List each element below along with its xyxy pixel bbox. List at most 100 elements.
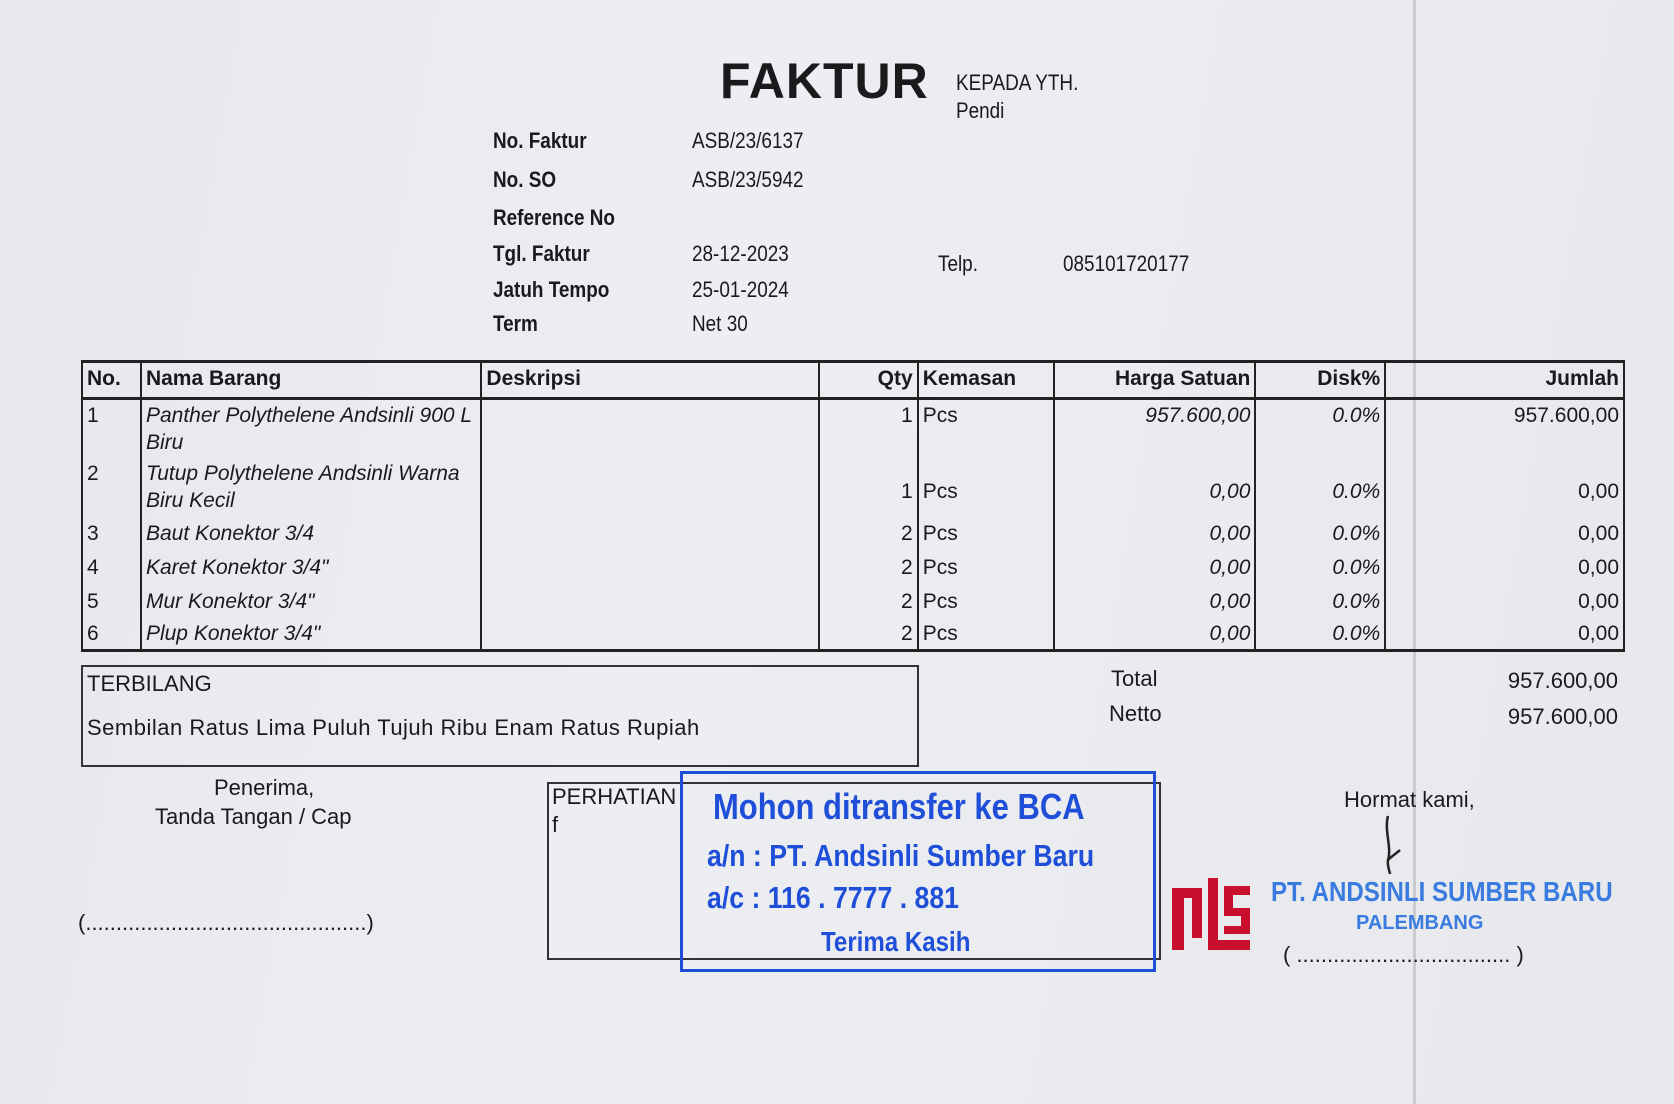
cell-price: 0,00 xyxy=(1052,518,1257,552)
column-header: Qty xyxy=(817,360,919,400)
table-header: No. Nama Barang Deskripsi Qty Kemasan Ha… xyxy=(81,360,1625,400)
stamp-line: Terima Kasih xyxy=(821,926,971,957)
cell-total: 0,00 xyxy=(1384,586,1625,618)
cell-desc xyxy=(480,586,820,618)
cell-price: 0,00 xyxy=(1052,586,1257,618)
cell-total: 0,00 xyxy=(1384,458,1625,518)
info-value: ASB/23/6137 xyxy=(692,128,804,153)
cell-unit: Pcs xyxy=(916,458,1055,518)
info-value: 28-12-2023 xyxy=(692,241,789,266)
cell-unit: Pcs xyxy=(916,518,1055,552)
info-value: 25-01-2024 xyxy=(692,277,789,302)
cell-name: Tutup Polythelene Andsinli Warna Biru Ke… xyxy=(139,458,483,518)
cell-desc xyxy=(480,618,820,651)
netto-label: Netto xyxy=(1109,701,1162,726)
cell-name: Karet Konektor 3/4" xyxy=(139,552,483,586)
cell-unit: Pcs xyxy=(916,618,1055,651)
total-value: 957.600,00 xyxy=(1507,668,1618,693)
info-label: No. Faktur xyxy=(493,128,587,153)
company-logo xyxy=(1172,878,1250,950)
recipient-label: KEPADA YTH. xyxy=(956,70,1079,95)
cell-name: Plup Konektor 3/4" xyxy=(139,618,483,651)
closing-text: Hormat kami, xyxy=(1344,787,1475,812)
stamp-line: a/n : PT. Andsinli Sumber Baru xyxy=(707,838,1095,873)
cell-disc: 0.0% xyxy=(1254,398,1387,458)
table-row: 1 Panther Polythelene Andsinli 900 L Biru… xyxy=(81,398,1625,458)
cell-total: 0,00 xyxy=(1384,552,1625,586)
cell-qty: 2 xyxy=(817,518,919,552)
notice-label: PERHATIAN xyxy=(552,784,677,809)
table-row: 4 Karet Konektor 3/4" 2 Pcs 0,00 0.0% 0,00 xyxy=(81,552,1625,586)
netto-value: 957.600,00 xyxy=(1507,704,1618,729)
cell-desc xyxy=(480,398,820,458)
cell-name: Panther Polythelene Andsinli 900 L Biru xyxy=(139,398,483,458)
cell-price: 0,00 xyxy=(1052,458,1257,518)
cell-qty: 2 xyxy=(817,618,919,651)
column-header: Disk% xyxy=(1254,360,1387,400)
notice-box: PERHATIAN f xyxy=(547,782,1161,960)
receiver-sign-line: (.......................................… xyxy=(78,910,374,935)
info-value: Net 30 xyxy=(692,311,748,336)
cell-price: 0,00 xyxy=(1052,618,1257,651)
cell-desc xyxy=(480,518,820,552)
document-title: FAKTUR xyxy=(720,53,929,109)
sender-sign-line: ( ................................... ) xyxy=(1283,942,1524,967)
terbilang-label: TERBILANG xyxy=(87,671,212,696)
cell-unit: Pcs xyxy=(916,552,1055,586)
cell-qty: 2 xyxy=(817,586,919,618)
table-row: 6 Plup Konektor 3/4" 2 Pcs 0,00 0.0% 0,00 xyxy=(81,618,1625,651)
info-label: Reference No xyxy=(493,205,615,230)
info-label: Tgl. Faktur xyxy=(493,241,590,266)
cell-total: 0,00 xyxy=(1384,618,1625,651)
company-stamp: PT. ANDSINLI SUMBER BARU xyxy=(1271,876,1613,907)
signature xyxy=(1385,815,1401,875)
cell-no: 2 xyxy=(81,458,142,518)
info-value: ASB/23/5942 xyxy=(692,167,804,192)
table-row: 2 Tutup Polythelene Andsinli Warna Biru K… xyxy=(81,458,1625,518)
cell-price: 0,00 xyxy=(1052,552,1257,586)
cell-name: Baut Konektor 3/4 xyxy=(139,518,483,552)
cell-unit: Pcs xyxy=(916,398,1055,458)
cell-disc: 0.0% xyxy=(1254,618,1387,651)
bank-transfer-stamp: Mohon ditransfer ke BCA a/n : PT. Andsin… xyxy=(680,771,1156,972)
info-label: No. SO xyxy=(493,167,557,192)
city-stamp: PALEMBANG xyxy=(1356,912,1484,934)
cell-no: 4 xyxy=(81,552,142,586)
stamp-line: a/c : 116 . 7777 . 881 xyxy=(707,880,960,915)
phone-label: Telp. xyxy=(938,251,978,276)
cell-total: 0,00 xyxy=(1384,518,1625,552)
cell-no: 3 xyxy=(81,518,142,552)
cell-unit: Pcs xyxy=(916,586,1055,618)
notice-mark: f xyxy=(552,812,559,837)
cell-disc: 0.0% xyxy=(1254,518,1387,552)
terbilang-box: TERBILANG Sembilan Ratus Lima Puluh Tuju… xyxy=(81,665,919,767)
recipient-name: Pendi xyxy=(956,98,1005,123)
stamp-line: Mohon ditransfer ke BCA xyxy=(713,786,1085,827)
amount-in-words: Sembilan Ratus Lima Puluh Tujuh Ribu Ena… xyxy=(87,715,700,740)
info-label: Term xyxy=(493,311,538,336)
cell-name: Mur Konektor 3/4" xyxy=(139,586,483,618)
cell-qty: 2 xyxy=(817,552,919,586)
receiver-label: Penerima, xyxy=(214,775,315,800)
cell-qty: 1 xyxy=(817,458,919,518)
cell-desc xyxy=(480,458,820,518)
cell-no: 5 xyxy=(81,586,142,618)
cell-disc: 0.0% xyxy=(1254,586,1387,618)
cell-price: 957.600,00 xyxy=(1052,398,1257,458)
cell-no: 6 xyxy=(81,618,142,651)
column-header: Nama Barang xyxy=(139,360,483,400)
cell-qty: 1 xyxy=(817,398,919,458)
phone-value: 085101720177 xyxy=(1063,251,1190,276)
column-header: No. xyxy=(81,360,142,400)
column-header: Harga Satuan xyxy=(1052,360,1257,400)
info-label: Jatuh Tempo xyxy=(493,277,610,302)
cell-total: 957.600,00 xyxy=(1384,398,1625,458)
table-row: 3 Baut Konektor 3/4 2 Pcs 0,00 0.0% 0,00 xyxy=(81,518,1625,552)
table-row: 5 Mur Konektor 3/4" 2 Pcs 0,00 0.0% 0,00 xyxy=(81,586,1625,618)
column-header: Jumlah xyxy=(1384,360,1625,400)
items-table: No. Nama Barang Deskripsi Qty Kemasan Ha… xyxy=(81,360,1625,652)
cell-desc xyxy=(480,552,820,586)
column-header: Kemasan xyxy=(916,360,1055,400)
receiver-sign-label: Tanda Tangan / Cap xyxy=(155,804,352,829)
cell-no: 1 xyxy=(81,398,142,458)
